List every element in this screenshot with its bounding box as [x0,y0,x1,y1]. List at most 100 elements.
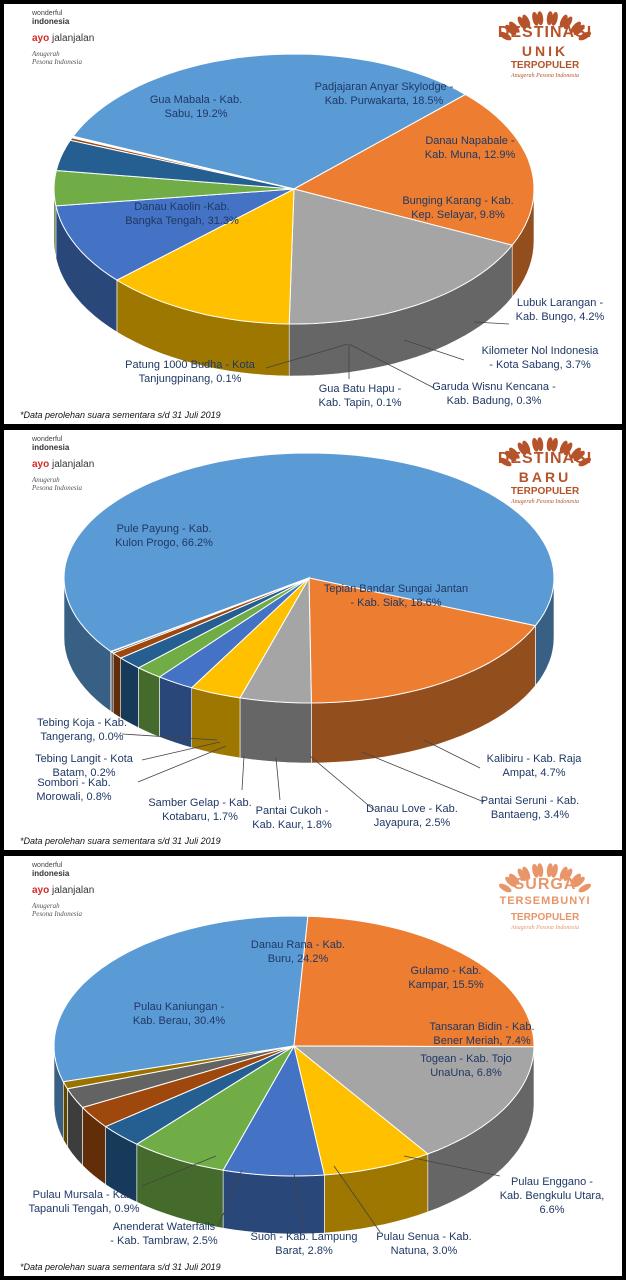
award-badge: DESTINASI BARU TERPOPULER Anugerah Peson… [480,436,610,526]
pie-side-9 [63,1080,68,1148]
pie-slice-0 [72,53,467,190]
slice-label-5: Pantai Cukoh - Kab. Kaur, 1.8% [252,805,332,831]
leader-line-5 [473,321,510,325]
badge-line1: DESTINASI [497,24,593,41]
pie-chart-surga-tersembunyi [53,915,535,1235]
slice-label-1: Gua Mabala - Kab. Sabu, 19.2% [149,94,243,120]
slice-label-4: Togean - Kab. Tojo UnaUna, 6.8% [420,1053,512,1079]
pie-slice-5 [53,169,295,207]
footnote: *Data perolehan suara sementara s/d 31 J… [20,1262,221,1272]
badge-line4: Anugerah Pesona Indonesia [511,925,579,931]
slice-label-3: Pantai Seruni - Kab. Bantaeng, 3.4% [480,795,580,821]
logo-group: wonderful indonesia ayo jalanjalan Anuger… [32,862,100,950]
laurel-wreath-icon [498,437,592,467]
slice-label-9: Patung 1000 Budha - Kota Tanjungpinang, 0… [125,359,255,385]
badge-line2: BARU [518,469,572,485]
slice-label-4: Bunging Karang - Kab. Kep. Selayar, 9.8% [402,195,514,221]
leader-line-5 [403,1155,501,1177]
laurel-wreath-icon [498,11,592,41]
slice-label-9: Tebing Koja - Kab. Tangerang, 0.0% [37,717,127,743]
pie-slice-0 [63,452,555,653]
badge-line4: Anugerah Pesona Indonesia [511,499,579,505]
leader-line-9 [265,343,349,369]
slice-label-9: Pulau Mursala - Kab. Tapanuli Tengah, 0.9… [28,1189,140,1215]
pie-top-slices [63,452,555,704]
leader-line-6 [403,339,465,361]
pie-top-slices [53,915,535,1177]
slice-label-5: Lubuk Larangan - Kab. Bungo, 4.2% [515,297,605,323]
pie-slice-2 [239,576,312,704]
pie-slice-4 [222,1044,326,1177]
badge-line2: TERSEMBUNYI [499,895,591,907]
pie-chart-destinasi-unik [53,53,535,389]
leader-line-8 [141,741,221,761]
pie-slice-2 [292,1045,535,1155]
footnote: *Data perolehan suara sementara s/d 31 J… [20,836,221,846]
footnote: *Data perolehan suara sementara s/d 31 J… [20,410,221,420]
pie-side-walls [53,188,535,377]
pie-side-walls [63,577,555,764]
leader-line-7 [293,1173,305,1229]
slice-label-6: Pulau Senua - Kab. Natuna, 3.0% [376,1231,472,1257]
pie-slice-3 [293,1044,429,1176]
pie-side-3 [191,687,241,759]
leader-line-3 [361,751,485,803]
badge-line3: TERPOPULER [510,486,580,497]
leader-line-4 [309,755,375,811]
badge-line3: TERPOPULER [510,912,580,923]
slice-label-6: Samber Gelap - Kab. Kotabaru, 1.7% [148,797,252,823]
badge-line2: UNIK [521,43,569,59]
pie-slice-4 [55,188,295,281]
anugerah-pesona-logo: Anugerah Pesona Indonesia [32,902,82,918]
pie-slice-6 [55,139,295,190]
slice-label-3: Danau Napabale - Kab. Muna, 12.9% [424,135,516,161]
ayo-jalanjalan-logo: ayo jalanjalan [32,33,95,44]
pie-side-2 [239,697,312,764]
slice-label-7: Sombori - Kab. Morowali, 0.8% [36,777,112,803]
leader-line-7 [137,745,227,783]
pie-slice-2 [288,188,514,325]
wonderful-indonesia-logo: wonderful indonesia [32,436,70,452]
pie-slice-9 [71,135,295,190]
leader-line-8 [217,1169,243,1227]
award-badge: DESTINASI UNIK TERPOPULER Anugerah Peson… [480,10,610,100]
pie-slice-1 [308,577,537,704]
pie-slice-9 [62,1045,295,1090]
pie-slice-5 [135,1045,295,1171]
slice-label-2: Padjajaran Anyar Skylodge - Kab. Purwakar… [314,81,454,107]
slice-label-4: Danau Love - Kab. Jayapura, 2.5% [366,803,458,829]
leader-line-5 [275,757,281,801]
pie-slice-3 [190,577,310,699]
logo-group: wonderful indonesia ayo jalanjalan Anuger… [32,10,100,98]
slice-label-7: Garuda Wisnu Kencana - Kab. Badung, 0.3% [432,381,556,407]
slice-label-6: Kilometer Nol Indonesia - Kota Sabang, 3.… [481,345,599,371]
badge-line4: Anugerah Pesona Indonesia [511,73,579,79]
ayo-jalanjalan-logo: ayo jalanjalan [32,885,95,896]
slice-label-8: Gua Batu Hapu - Kab. Tapin, 0.1% [318,383,402,409]
pie-slice-9 [109,577,310,653]
wonderful-indonesia-logo: wonderful indonesia [32,862,70,878]
logo-group: wonderful indonesia ayo jalanjalan Anuger… [32,436,100,524]
slice-label-0: Pulau Kaniungan - Kab. Berau, 30.4% [132,1001,226,1027]
badge-line3: TERPOPULER [510,60,580,71]
pie-chart-destinasi-baru [63,452,555,811]
slice-label-1: Danau Rana - Kab. Buru, 24.2% [250,939,346,965]
pie-top-slices [53,53,535,325]
slice-label-8: Tebing Langit - Kota Batam, 0.2% [35,753,133,779]
pie-slice-3 [115,188,295,325]
leader-line-6 [333,1165,381,1233]
slice-label-0: Danau Kaolin -Kab. Bangka Tengah, 31.3% [125,201,239,227]
leader-line-7 [348,343,435,389]
leader-line-2 [423,739,481,769]
pie-slice-1 [292,93,535,246]
laurel-wreath-icon [498,863,592,893]
wonderful-indonesia-logo: wonderful indonesia [32,10,70,26]
anugerah-pesona-logo: Anugerah Pesona Indonesia [32,476,82,492]
slice-label-8: Anenderat Waterfalls - Kab. Tambraw, 2.5% [110,1221,218,1247]
leader-line-6 [241,755,245,791]
badge-line1: SURGA [513,876,577,893]
anugerah-pesona-logo: Anugerah Pesona Indonesia [32,50,82,66]
chart-panel-destinasi-unik: wonderful indonesia ayo jalanjalan Anuger… [4,4,622,424]
slice-label-2: Kalibiru - Kab. Raja Ampat, 4.7% [486,753,582,779]
pie-slice-1 [293,915,535,1048]
